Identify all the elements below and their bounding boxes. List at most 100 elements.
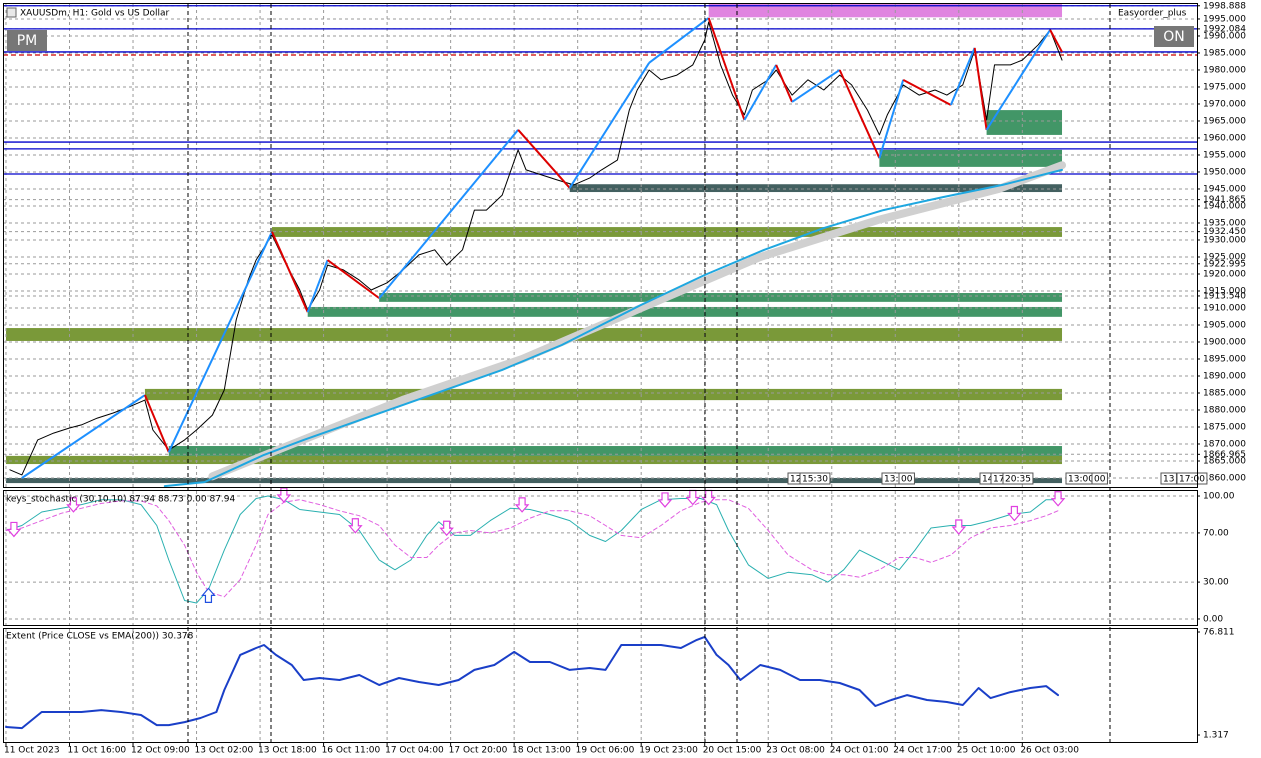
time-tag-box: [1002, 472, 1034, 485]
sell-arrow: [514, 497, 530, 513]
y-tick-label: 1935.000: [1203, 218, 1246, 228]
time-tag: 17: [993, 475, 1004, 485]
y-tick-label: 1995.000: [1203, 14, 1246, 24]
y-tick-label: 1913.540: [1203, 291, 1246, 301]
series-line: [9, 21, 1063, 476]
time-tag: 17:00: [1179, 475, 1205, 485]
zigzag-segment: [838, 69, 881, 159]
x-tick-label: 13 Oct 18:00: [258, 746, 317, 756]
series-line: [163, 168, 1063, 488]
zigzag-segment: [306, 259, 329, 313]
zone: [569, 184, 1063, 193]
y-tick-label: 1932.450: [1203, 227, 1246, 237]
stochastic-title: keys_stochastic (30,10,10) 87.94 88.73 0…: [6, 495, 236, 505]
zigzag-segment: [791, 69, 841, 103]
x-tick-label: 24 Oct 01:00: [830, 746, 889, 756]
y-tick-label: 1865.000: [1203, 456, 1246, 466]
sell-arrow: [1050, 491, 1066, 507]
zone: [5, 328, 1063, 341]
x-tick-label: 26 Oct 03:00: [1020, 746, 1079, 756]
series-line: [5, 635, 1059, 730]
y-tick-label: 1860.000: [1203, 473, 1246, 483]
x-tick-label: 11 Oct 16:00: [67, 746, 126, 756]
y-tick-label: 76.811: [1203, 627, 1235, 637]
y-tick-label: 1920.000: [1203, 269, 1246, 279]
y-tick-label: 1895.000: [1203, 354, 1246, 364]
zone: [144, 388, 1063, 401]
x-tick-label: 12 Oct 09:00: [131, 746, 190, 756]
y-tick-label: 1885.000: [1203, 388, 1246, 398]
time-tag-box: [1091, 472, 1108, 485]
sell-arrow: [657, 492, 673, 508]
zigzag-segment: [568, 62, 650, 189]
chart-title: XAUUSDm, H1: Gold vs US Dollar: [20, 9, 170, 19]
expert-name: Easyorder_plus: [1118, 9, 1187, 19]
sell-arrow: [276, 487, 292, 503]
x-tick-label: 20 Oct 15:00: [703, 746, 762, 756]
sell-arrow: [951, 519, 967, 535]
pm-button-label: PM: [17, 33, 38, 49]
zigzag-segment: [167, 231, 273, 453]
buy-arrow: [201, 587, 216, 603]
y-tick-label: 1980.000: [1203, 65, 1246, 75]
extent-title: Extent (Price CLOSE vs EMA(200)) 30.378: [6, 632, 194, 642]
zigzag-segment: [326, 259, 380, 299]
time-tag: 00: [901, 475, 913, 485]
y-tick-label: 1950.000: [1203, 167, 1246, 177]
x-tick-label: 25 Oct 10:00: [957, 746, 1016, 756]
sell-arrow: [439, 520, 454, 537]
zigzag-segment: [144, 394, 170, 453]
y-tick-label: 1960.000: [1203, 133, 1246, 143]
y-tick-label: 1990.000: [1203, 31, 1246, 41]
series-line: [5, 499, 1059, 598]
y-tick-label: 1905.000: [1203, 320, 1246, 330]
zigzag-segment: [878, 79, 905, 159]
on-button[interactable]: [1154, 26, 1194, 47]
zigzag-segment: [271, 231, 309, 313]
zigzag-segment: [949, 47, 976, 106]
y-tick-label: 1925.000: [1203, 252, 1246, 262]
zone: [379, 293, 1063, 302]
series-line: [5, 495, 1059, 604]
y-tick-label: 1900.000: [1203, 337, 1246, 347]
y-tick-label: 1930.000: [1203, 235, 1246, 245]
zone: [5, 455, 1063, 465]
x-tick-label: 17 Oct 04:00: [385, 746, 444, 756]
y-tick-label: 1970.000: [1203, 99, 1246, 109]
y-tick-label: 1945.000: [1203, 184, 1246, 194]
frames: [3, 3, 1198, 743]
pane-2: 76.811 1.317 11 Oct 2023 11 Oct 16:00 12 Oct…: [4, 627, 1235, 755]
y-tick-label: 0.00: [1203, 614, 1223, 624]
zigzag-segment: [902, 78, 952, 106]
y-tick-label: 1910.000: [1203, 303, 1246, 313]
zone: [986, 110, 1063, 135]
sell-arrow: [348, 518, 363, 534]
y-tick-label: 1998.888: [1203, 1, 1246, 11]
x-tick-label: 17 Oct 20:00: [449, 746, 508, 756]
zone: [879, 149, 1063, 167]
sell-arrow: [1007, 505, 1022, 522]
on-button-label: ON: [1163, 29, 1185, 45]
sell-arrow: [6, 521, 22, 538]
y-tick-label: 1890.000: [1203, 371, 1246, 381]
time-tag: 13: [1163, 475, 1174, 485]
x-tick-label: 16 Oct 11:00: [322, 746, 381, 756]
x-tick-label: 18 Oct 13:00: [512, 746, 571, 756]
pm-button[interactable]: [7, 30, 47, 51]
time-tag: 13:00: [1068, 475, 1094, 485]
zigzag-segment: [517, 129, 571, 189]
zone: [708, 3, 1063, 18]
zigzag-segment: [648, 17, 710, 64]
zone: [5, 477, 1063, 484]
pane-1: 100.00 70.00 30.00 0.00: [3, 487, 1235, 625]
y-tick-label: 1.317: [1203, 731, 1229, 741]
y-tick-label: 1975.000: [1203, 82, 1246, 92]
y-tick-label: 1985.000: [1203, 48, 1246, 58]
y-tick-label: 1875.000: [1203, 422, 1246, 432]
y-tick-label: 100.00: [1203, 492, 1235, 502]
extent-pane-frame: [3, 628, 1198, 743]
time-tag: 12: [790, 475, 801, 485]
